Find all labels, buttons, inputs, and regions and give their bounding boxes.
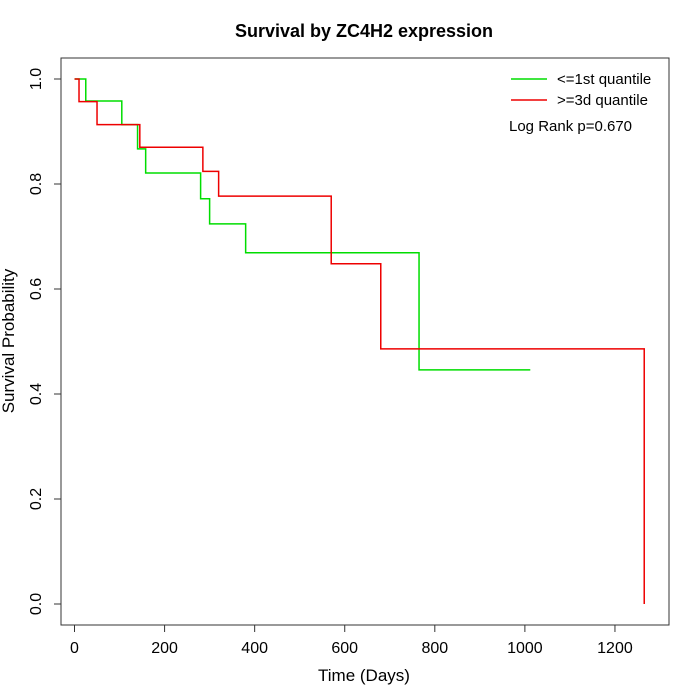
- y-tick-label: 0.4: [28, 383, 45, 405]
- x-tick-label: 200: [151, 640, 178, 657]
- y-axis-label: Survival Probability: [0, 268, 18, 413]
- series-line-1: [74, 78, 531, 371]
- x-tick-label: 800: [421, 640, 448, 657]
- y-tick-label: 0.6: [28, 278, 45, 300]
- x-tick-label: 600: [331, 640, 358, 657]
- chart-title: Survival by ZC4H2 expression: [235, 21, 493, 41]
- x-tick-label: 1000: [507, 640, 543, 657]
- legend-label-1: <=1st quantile: [557, 71, 651, 88]
- legend-label-2: >=3d quantile: [557, 92, 648, 109]
- y-axis: 0.0 0.2 0.4 0.6 0.8 1.0: [28, 68, 62, 615]
- x-axis: 0 200 400 600 800 1000 1200: [70, 624, 633, 657]
- series-layer: [74, 78, 645, 604]
- plot-frame: [60, 57, 670, 626]
- x-tick-label: 400: [241, 640, 268, 657]
- y-tick-label: 1.0: [28, 68, 45, 90]
- legend: <=1st quantile >=3d quantile: [511, 71, 651, 109]
- x-tick-label: 1200: [597, 640, 633, 657]
- series-line-2: [74, 78, 645, 604]
- x-tick-label: 0: [70, 640, 79, 657]
- log-rank-annotation: Log Rank p=0.670: [509, 118, 632, 135]
- x-axis-label: Time (Days): [318, 666, 410, 685]
- y-tick-label: 0.0: [28, 593, 45, 615]
- y-tick-label: 0.2: [28, 488, 45, 510]
- y-tick-label: 0.8: [28, 173, 45, 195]
